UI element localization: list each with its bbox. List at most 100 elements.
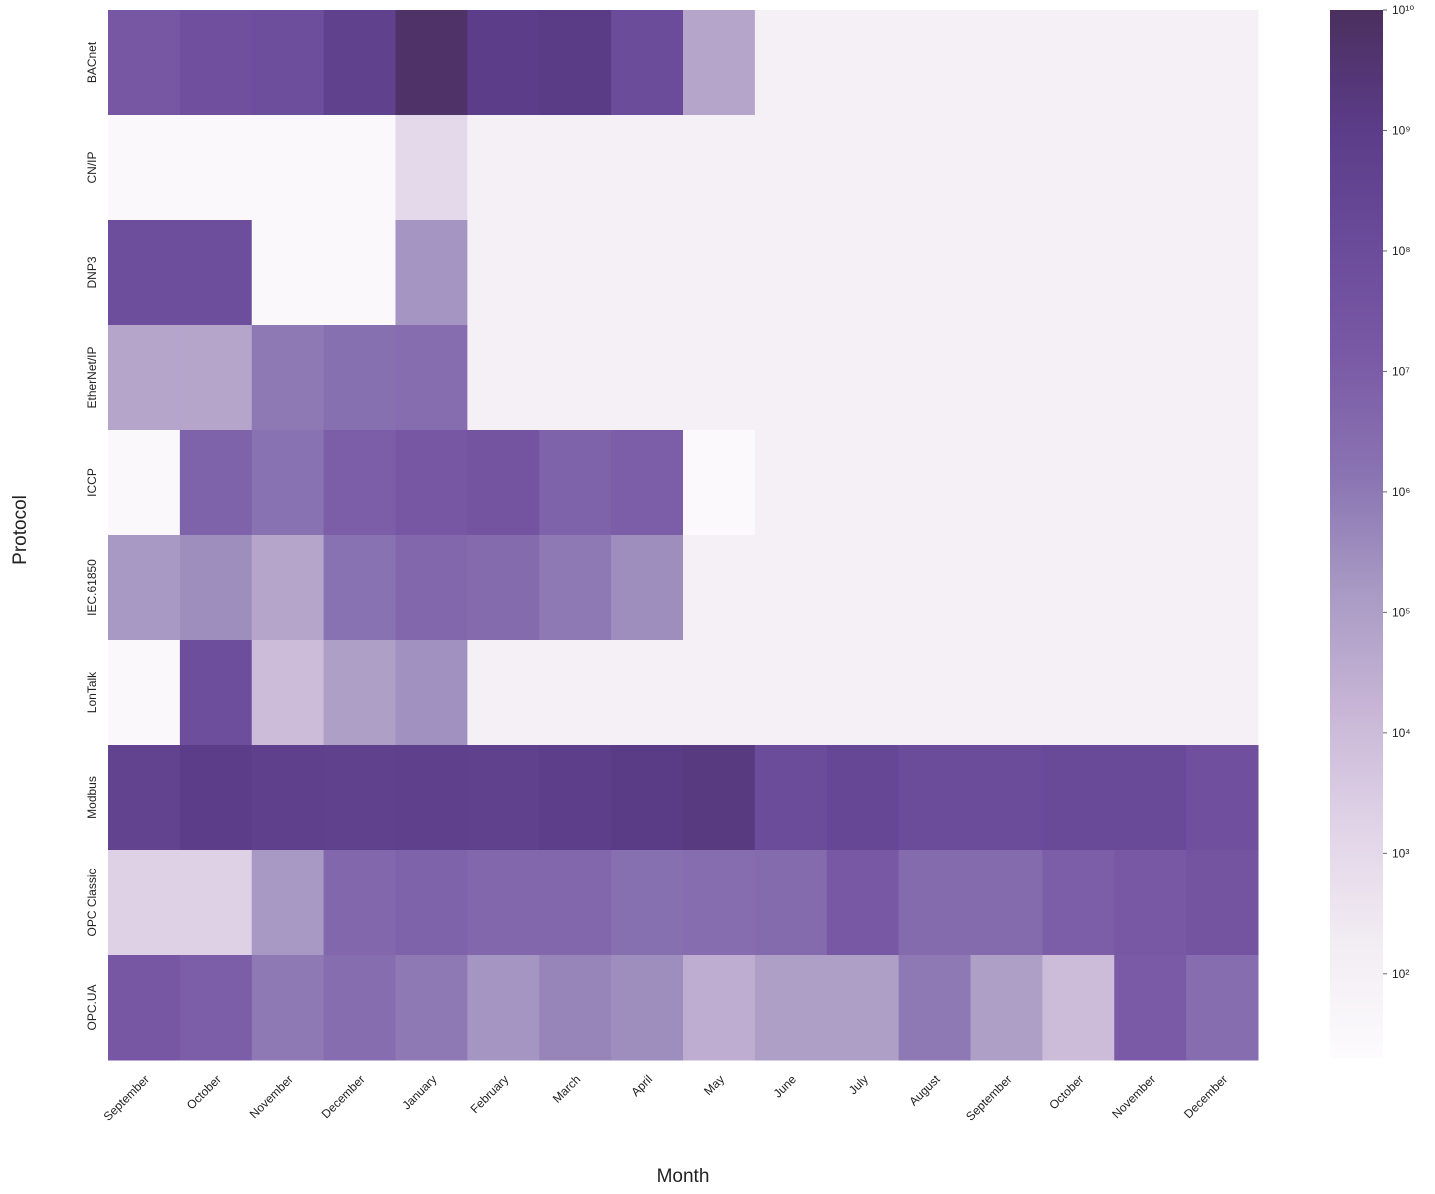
x-tick-label: March [550,1072,583,1105]
y-tick-label: CN/IP [85,151,99,183]
x-tick-label: September [101,1072,152,1123]
heatmap-cell [323,430,396,536]
heatmap-cell [898,850,971,956]
heatmap-cell [1114,535,1187,641]
heatmap-cell [108,115,181,221]
heatmap-cell [1186,325,1259,431]
x-tick-label: July [846,1072,871,1097]
y-tick-label: LonTalk [85,671,99,713]
heatmap-cell [1042,850,1115,956]
y-tick-label: EtherNet/IP [85,346,99,408]
heatmap-cell [395,535,468,641]
heatmap-cell [1186,10,1259,116]
colorbar-tick-label: 10⁸ [1392,244,1410,258]
heatmap-cell [251,220,325,326]
heatmap-cell [1042,640,1115,746]
x-tick-label: May [701,1072,727,1098]
y-tick-label: ICCP [85,468,99,497]
x-tick-label: June [771,1072,800,1101]
heatmap-cell [1114,850,1187,956]
heatmap-cell [539,325,612,431]
heatmap-cell [826,850,900,956]
heatmap-cell [539,220,612,326]
colorbar-tick-label: 10⁹ [1392,123,1411,137]
heatmap-cell [1114,745,1187,851]
heatmap-cell [611,115,684,221]
heatmap-cell [395,220,468,326]
x-tick-label: December [319,1072,368,1121]
heatmap-cell [251,115,325,221]
heatmap-cell [179,850,253,956]
heatmap-cell [108,850,181,956]
heatmap-cell [251,745,325,851]
heatmap-cell [826,220,900,326]
heatmap-cell [898,430,971,536]
heatmap-cell [611,850,684,956]
heatmap-cell [323,955,396,1061]
heatmap-cell [323,850,396,956]
heatmap-cell [611,430,684,536]
heatmap-cell [754,115,828,221]
heatmap-cell [1186,640,1259,746]
heatmap-cell [826,745,900,851]
heatmap-cell [539,115,612,221]
heatmap-cell [179,10,253,116]
heatmap-cell [108,430,181,536]
heatmap-cell [251,955,325,1061]
heatmap-cell [179,115,253,221]
heatmap-cell [611,220,684,326]
x-tick-label: August [906,1072,943,1109]
heatmap-cell [683,745,756,851]
heatmap-cell [1042,955,1115,1061]
heatmap-cell [898,535,971,641]
colorbar-tick-label: 10³ [1392,846,1409,860]
heatmap-cell [467,430,540,536]
heatmap-cell [1042,430,1115,536]
heatmap-cell [323,745,396,851]
heatmap-cell [754,535,828,641]
colorbar-tick-label: 10² [1392,967,1409,981]
heatmap-cell [754,850,828,956]
heatmap-cell [323,220,396,326]
x-tick-label: April [628,1072,655,1099]
heatmap-cell [251,325,325,431]
heatmap-cell [898,10,971,116]
heatmap-cell [754,325,828,431]
y-tick-label: BACnet [85,41,99,83]
colorbar-tick-label: 10⁵ [1392,605,1410,619]
heatmap-cell [467,745,540,851]
heatmap-cell [826,535,900,641]
heatmap-cell [251,535,325,641]
heatmap-cell [1186,850,1259,956]
heatmap-cell [1114,955,1187,1061]
heatmap-cell [611,745,684,851]
heatmap-cell [970,640,1043,746]
heatmap-cell [970,220,1043,326]
heatmap-cell [1042,325,1115,431]
heatmap-cell [754,10,828,116]
heatmap-cell [539,745,612,851]
heatmap-cell [683,535,756,641]
heatmap-cell [395,10,468,116]
heatmap-cell [611,640,684,746]
heatmap-cell [611,535,684,641]
heatmap-cell [539,640,612,746]
heatmap-cell [898,640,971,746]
heatmap-cell [395,115,468,221]
heatmap-cell [108,955,181,1061]
heatmap-cell [467,955,540,1061]
heatmap-cell [754,745,828,851]
heatmap-cell [251,640,325,746]
heatmap-cell [179,955,253,1061]
y-tick-label: Modbus [85,776,99,819]
heatmap-cell [179,220,253,326]
x-tick-label: October [1046,1072,1086,1112]
heatmap-cell [539,430,612,536]
colorbar-tick-label: 10⁴ [1392,726,1411,740]
heatmap-cell [323,535,396,641]
heatmap-cell [108,745,181,851]
heatmap-cell [683,10,756,116]
heatmap-cell [970,10,1043,116]
heatmap-cell [683,850,756,956]
heatmap-cell [970,745,1043,851]
